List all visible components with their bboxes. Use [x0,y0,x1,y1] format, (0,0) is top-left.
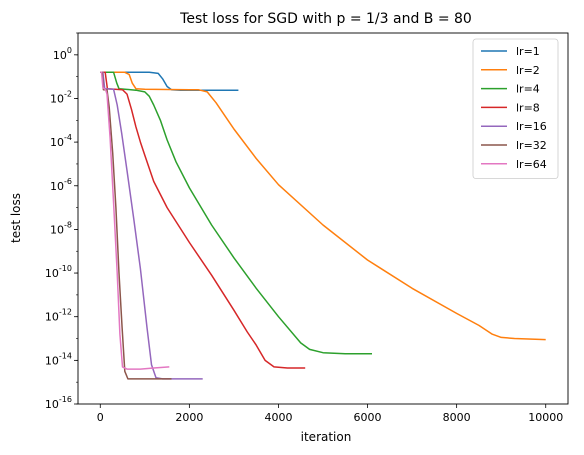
series-line-6 [100,71,172,380]
series-line-1 [100,71,239,91]
y-tick-label: 10-4 [50,133,72,149]
y-tick-label: 10-2 [50,89,72,105]
legend-box [472,38,559,180]
legend-label: lr=4 [516,83,540,96]
series-layer [100,71,546,380]
y-axis: 100 10-2 10-4 10-6 10-8 10-10 10-12 10-14 10-16 [45,32,78,411]
legend-label: lr=64 [516,158,547,171]
y-tick-label: 100 [53,46,72,62]
x-tick-label: 6000 [354,411,382,424]
y-tick-label: 10-14 [45,351,72,367]
plot-frame [77,32,569,405]
y-tick-label: 10-12 [45,308,72,324]
legend-label: lr=32 [516,139,547,152]
series-line-4 [100,71,306,369]
y-tick-label: 10-16 [45,395,72,411]
legend-label: lr=1 [516,45,540,58]
series-line-2 [100,71,546,341]
x-tick-label: 2000 [175,411,203,424]
y-tick-label: 10-10 [45,264,72,280]
x-tick-label: 0 [97,411,104,424]
chart-title: Test loss for SGD with p = 1/3 and B = 8… [179,11,472,27]
y-tick-label: 10-6 [50,177,72,193]
y-tick-label: 10-8 [50,220,72,236]
x-tick-label: 8000 [443,411,471,424]
x-axis: 0 2000 4000 6000 8000 10000 [97,404,563,424]
legend: lr=1 lr=2 lr=4 lr=8 lr=16 lr=32 lr=64 [472,38,559,180]
series-line-3 [100,71,372,355]
x-tick-label: 4000 [264,411,292,424]
x-axis-label: iteration [301,430,352,444]
y-axis-label: test loss [9,193,23,243]
x-tick-label: 10000 [528,411,563,424]
series-line-7 [100,71,170,370]
legend-label: lr=16 [516,120,547,133]
legend-label: lr=2 [516,64,540,77]
legend-label: lr=8 [516,101,540,114]
series-line-5 [100,71,203,380]
